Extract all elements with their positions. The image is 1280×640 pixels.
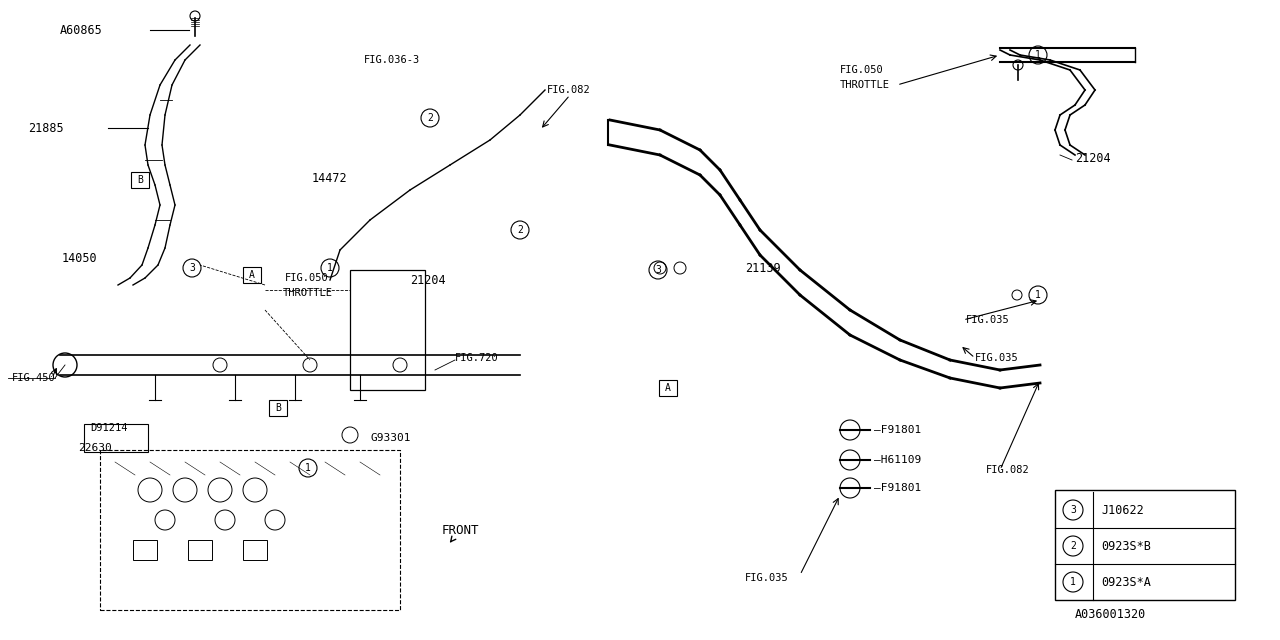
Text: 3: 3 (189, 263, 195, 273)
Text: A036001320: A036001320 (1075, 609, 1147, 621)
Text: D91214: D91214 (90, 423, 128, 433)
Text: 1: 1 (328, 263, 333, 273)
Bar (243, 540, 268, 560)
Text: 0923S*A: 0923S*A (1101, 575, 1151, 589)
Text: 21204: 21204 (1075, 152, 1111, 164)
Text: 3: 3 (655, 265, 660, 275)
Text: 14050: 14050 (61, 252, 97, 264)
Text: 0923S*B: 0923S*B (1101, 540, 1151, 552)
Text: A60865: A60865 (60, 24, 102, 36)
Bar (133, 540, 157, 560)
Text: FIG.035: FIG.035 (745, 573, 788, 583)
Text: FIG.450: FIG.450 (12, 373, 56, 383)
Bar (188, 540, 212, 560)
Bar (659, 380, 677, 396)
Text: A: A (666, 383, 671, 393)
Text: FIG.082: FIG.082 (986, 465, 1029, 475)
Text: B: B (137, 175, 143, 185)
Text: A: A (250, 270, 255, 280)
Text: 3: 3 (1070, 505, 1076, 515)
Text: 1: 1 (305, 463, 311, 473)
Text: 2: 2 (428, 113, 433, 123)
Text: FIG.035: FIG.035 (966, 315, 1010, 325)
Text: J10622: J10622 (1101, 504, 1144, 516)
Text: 21139: 21139 (745, 262, 781, 275)
Text: FIG.050: FIG.050 (285, 273, 329, 283)
Text: 21885: 21885 (28, 122, 64, 134)
Text: 1: 1 (1070, 577, 1076, 587)
Text: FIG.035: FIG.035 (975, 353, 1019, 363)
Text: FIG.036-3: FIG.036-3 (364, 55, 420, 65)
Text: 21204: 21204 (410, 273, 445, 287)
Text: —H61109: —H61109 (874, 455, 922, 465)
Bar (1055, 490, 1235, 600)
Text: 14472: 14472 (312, 172, 348, 184)
Text: FIG.050: FIG.050 (840, 65, 883, 75)
Bar (243, 267, 261, 283)
Text: FIG.082: FIG.082 (547, 85, 591, 95)
Bar (349, 270, 425, 390)
Bar (131, 172, 148, 188)
Text: —F91801: —F91801 (874, 425, 922, 435)
Text: 1: 1 (1036, 50, 1041, 60)
Text: —F91801: —F91801 (874, 483, 922, 493)
Text: THROTTLE: THROTTLE (283, 288, 333, 298)
Text: B: B (275, 403, 280, 413)
Text: 2: 2 (517, 225, 524, 235)
Text: 22630: 22630 (78, 443, 111, 453)
Text: FRONT: FRONT (442, 524, 479, 542)
Text: 1: 1 (1036, 290, 1041, 300)
Text: 2: 2 (1070, 541, 1076, 551)
Bar (269, 400, 287, 416)
Text: G93301: G93301 (370, 433, 411, 443)
Bar (100, 450, 401, 610)
Text: FIG.720: FIG.720 (454, 353, 499, 363)
Text: THROTTLE: THROTTLE (840, 80, 890, 90)
